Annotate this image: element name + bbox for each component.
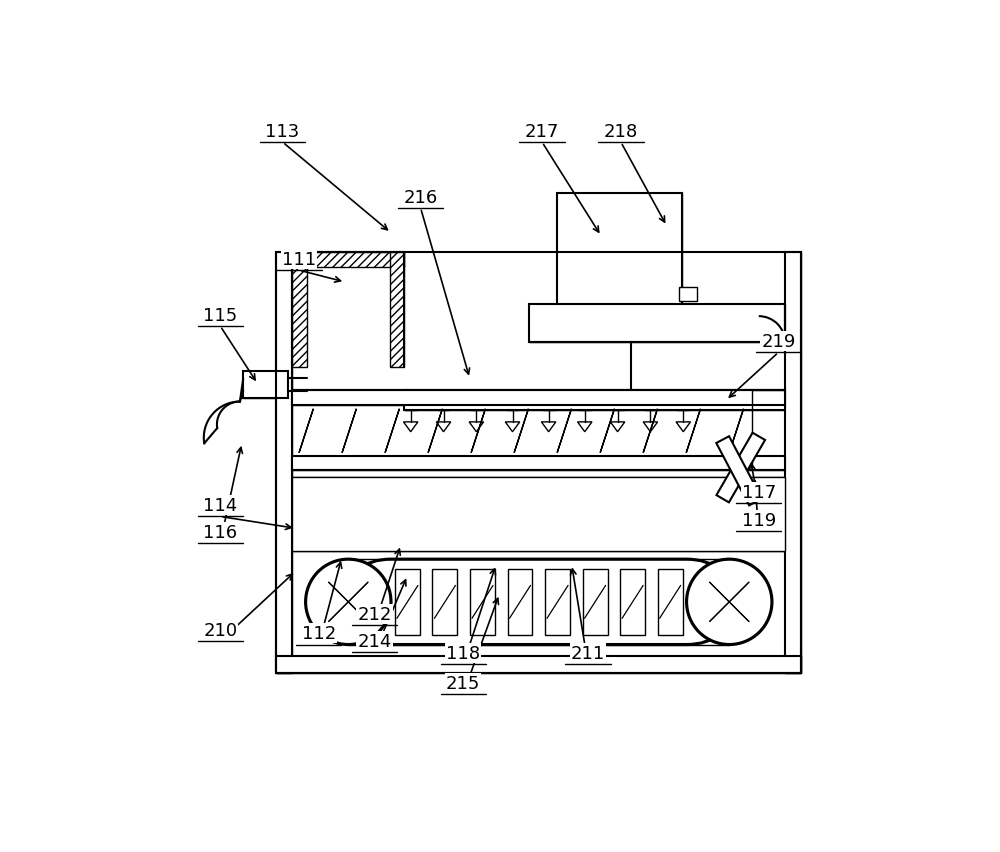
Polygon shape [643, 409, 657, 453]
Text: 217: 217 [525, 123, 559, 141]
Polygon shape [600, 409, 614, 453]
Polygon shape [428, 409, 442, 453]
Polygon shape [243, 371, 288, 399]
Polygon shape [470, 569, 495, 635]
Polygon shape [686, 409, 701, 453]
Polygon shape [292, 457, 785, 471]
Polygon shape [785, 253, 801, 673]
Text: 117: 117 [742, 484, 776, 502]
Text: 212: 212 [357, 605, 392, 623]
Polygon shape [292, 391, 785, 406]
Polygon shape [785, 253, 801, 673]
Polygon shape [276, 657, 801, 673]
Text: 115: 115 [203, 307, 237, 325]
Text: 116: 116 [203, 523, 237, 541]
Polygon shape [545, 569, 570, 635]
Polygon shape [658, 569, 683, 635]
Polygon shape [276, 657, 801, 673]
Polygon shape [469, 423, 484, 432]
Polygon shape [679, 287, 697, 302]
Polygon shape [292, 253, 307, 368]
Polygon shape [676, 423, 690, 432]
Polygon shape [471, 409, 485, 453]
Text: 210: 210 [203, 621, 237, 639]
Polygon shape [299, 409, 313, 453]
Text: 114: 114 [203, 497, 237, 515]
Polygon shape [529, 305, 785, 343]
Text: 214: 214 [357, 632, 392, 650]
Polygon shape [729, 409, 744, 453]
Polygon shape [716, 433, 765, 503]
Polygon shape [505, 423, 520, 432]
Polygon shape [541, 423, 556, 432]
Polygon shape [276, 253, 292, 673]
Polygon shape [390, 253, 404, 368]
Polygon shape [404, 391, 785, 411]
Polygon shape [583, 569, 608, 635]
FancyBboxPatch shape [348, 560, 729, 645]
Circle shape [687, 560, 772, 645]
Polygon shape [292, 253, 404, 268]
Polygon shape [292, 391, 785, 406]
Polygon shape [716, 437, 762, 506]
Polygon shape [292, 457, 785, 471]
Polygon shape [557, 194, 682, 307]
Polygon shape [342, 409, 356, 453]
Circle shape [306, 560, 391, 645]
Text: 111: 111 [282, 250, 316, 268]
Polygon shape [529, 305, 785, 343]
Text: 216: 216 [403, 188, 438, 206]
Text: 211: 211 [571, 644, 605, 662]
Polygon shape [403, 423, 418, 432]
Text: 112: 112 [302, 625, 336, 642]
Polygon shape [557, 194, 682, 307]
Text: 119: 119 [742, 511, 776, 529]
Polygon shape [514, 409, 528, 453]
Text: 218: 218 [604, 123, 638, 141]
Polygon shape [395, 569, 420, 635]
Polygon shape [610, 423, 625, 432]
Polygon shape [404, 391, 785, 411]
Text: 113: 113 [265, 123, 300, 141]
Text: 215: 215 [446, 674, 480, 692]
Text: 219: 219 [761, 332, 796, 351]
Text: 118: 118 [446, 644, 480, 662]
Polygon shape [243, 371, 288, 399]
Polygon shape [432, 569, 457, 635]
Polygon shape [436, 423, 451, 432]
Polygon shape [292, 477, 785, 551]
Polygon shape [292, 477, 785, 551]
Polygon shape [508, 569, 532, 635]
Polygon shape [578, 423, 592, 432]
Polygon shape [620, 569, 645, 635]
Polygon shape [276, 253, 292, 673]
Polygon shape [385, 409, 399, 453]
Polygon shape [643, 423, 658, 432]
Polygon shape [557, 409, 571, 453]
